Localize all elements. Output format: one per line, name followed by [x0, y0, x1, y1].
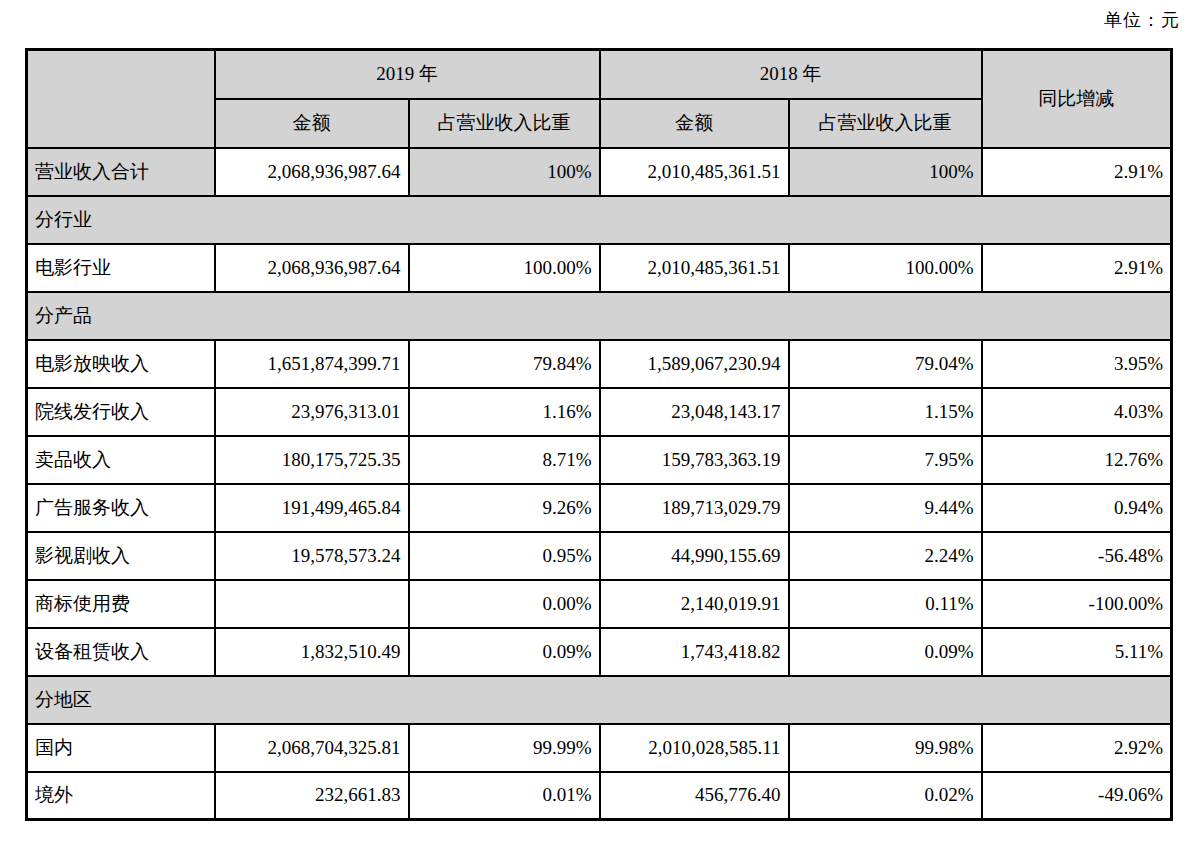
- ratio-2018-cell: 100.00%: [789, 244, 982, 292]
- amount-2019-cell: 2,068,704,325.81: [215, 724, 409, 772]
- amount-2019-cell: 2,068,936,987.64: [215, 148, 409, 196]
- ratio-2018-cell: 99.98%: [789, 724, 982, 772]
- section-row: 分地区: [27, 676, 1172, 724]
- amount-2018-cell: 2,140,019.91: [600, 580, 789, 628]
- ratio-2019-cell: 0.09%: [409, 628, 600, 676]
- yoy-cell: 12.76%: [982, 436, 1172, 484]
- ratio-2019-cell: 0.01%: [409, 772, 600, 820]
- table-row: 商标使用费 0.00%2,140,019.910.11%-100.00%: [27, 580, 1172, 628]
- row-label-cell: 设备租赁收入: [27, 628, 215, 676]
- ratio-2018-cell: 7.95%: [789, 436, 982, 484]
- table-row: 国内2,068,704,325.8199.99%2,010,028,585.11…: [27, 724, 1172, 772]
- table-row: 院线发行收入23,976,313.011.16%23,048,143.171.1…: [27, 388, 1172, 436]
- table-row: 设备租赁收入1,832,510.490.09%1,743,418.820.09%…: [27, 628, 1172, 676]
- amount-2019-cell: 19,578,573.24: [215, 532, 409, 580]
- ratio-2018-cell: 0.02%: [789, 772, 982, 820]
- col-header-amount-2018: 金额: [600, 99, 789, 148]
- ratio-2018-cell: 9.44%: [789, 484, 982, 532]
- unit-label: 单位：元: [1104, 8, 1180, 32]
- row-label-cell: 院线发行收入: [27, 388, 215, 436]
- row-label-cell: 营业收入合计: [27, 148, 215, 196]
- ratio-2019-cell: 100.00%: [409, 244, 600, 292]
- yoy-cell: -56.48%: [982, 532, 1172, 580]
- section-row-label: 分产品: [27, 292, 1172, 340]
- table-row: 营业收入合计2,068,936,987.64100%2,010,485,361.…: [27, 148, 1172, 196]
- amount-2018-cell: 2,010,028,585.11: [600, 724, 789, 772]
- col-header-ratio-2019: 占营业收入比重: [409, 99, 600, 148]
- row-label-cell: 电影行业: [27, 244, 215, 292]
- yoy-cell: 2.92%: [982, 724, 1172, 772]
- ratio-2018-cell: 100%: [789, 148, 982, 196]
- col-header-ratio-2018: 占营业收入比重: [789, 99, 982, 148]
- yoy-cell: 4.03%: [982, 388, 1172, 436]
- table-row: 电影行业2,068,936,987.64100.00%2,010,485,361…: [27, 244, 1172, 292]
- ratio-2019-cell: 1.16%: [409, 388, 600, 436]
- amount-2019-cell: 191,499,465.84: [215, 484, 409, 532]
- col-header-amount-2019: 金额: [215, 99, 409, 148]
- row-label-cell: 电影放映收入: [27, 340, 215, 388]
- amount-2018-cell: 159,783,363.19: [600, 436, 789, 484]
- amount-2018-cell: 1,743,418.82: [600, 628, 789, 676]
- amount-2018-cell: 189,713,029.79: [600, 484, 789, 532]
- amount-2019-cell: 180,175,725.35: [215, 436, 409, 484]
- ratio-2018-cell: 1.15%: [789, 388, 982, 436]
- yoy-cell: 2.91%: [982, 244, 1172, 292]
- table-row: 境外232,661.830.01%456,776.400.02%-49.06%: [27, 772, 1172, 820]
- amount-2019-cell: 1,651,874,399.71: [215, 340, 409, 388]
- table-row: 电影放映收入1,651,874,399.7179.84%1,589,067,23…: [27, 340, 1172, 388]
- col-header-2019: 2019 年: [215, 50, 600, 99]
- section-row-label: 分地区: [27, 676, 1172, 724]
- col-header-yoy: 同比增减: [982, 50, 1172, 148]
- section-row: 分产品: [27, 292, 1172, 340]
- yoy-cell: 0.94%: [982, 484, 1172, 532]
- table-row: 卖品收入180,175,725.358.71%159,783,363.197.9…: [27, 436, 1172, 484]
- table-row: 影视剧收入19,578,573.240.95%44,990,155.692.24…: [27, 532, 1172, 580]
- ratio-2019-cell: 100%: [409, 148, 600, 196]
- yoy-cell: 5.11%: [982, 628, 1172, 676]
- amount-2018-cell: 456,776.40: [600, 772, 789, 820]
- ratio-2019-cell: 99.99%: [409, 724, 600, 772]
- col-header-2018: 2018 年: [600, 50, 982, 99]
- ratio-2018-cell: 2.24%: [789, 532, 982, 580]
- table-row: 广告服务收入191,499,465.849.26%189,713,029.799…: [27, 484, 1172, 532]
- yoy-cell: -100.00%: [982, 580, 1172, 628]
- ratio-2018-cell: 79.04%: [789, 340, 982, 388]
- table-body: 营业收入合计2,068,936,987.64100%2,010,485,361.…: [27, 148, 1172, 820]
- ratio-2019-cell: 0.95%: [409, 532, 600, 580]
- ratio-2019-cell: 8.71%: [409, 436, 600, 484]
- ratio-2018-cell: 0.11%: [789, 580, 982, 628]
- row-label-cell: 广告服务收入: [27, 484, 215, 532]
- ratio-2018-cell: 0.09%: [789, 628, 982, 676]
- section-row-label: 分行业: [27, 196, 1172, 244]
- amount-2019-cell: 2,068,936,987.64: [215, 244, 409, 292]
- yoy-cell: 2.91%: [982, 148, 1172, 196]
- amount-2018-cell: 2,010,485,361.51: [600, 148, 789, 196]
- yoy-cell: -49.06%: [982, 772, 1172, 820]
- row-label-cell: 境外: [27, 772, 215, 820]
- ratio-2019-cell: 79.84%: [409, 340, 600, 388]
- revenue-breakdown-table: 2019 年 2018 年 同比增减 金额 占营业收入比重 金额 占营业收入比重…: [25, 48, 1173, 821]
- ratio-2019-cell: 0.00%: [409, 580, 600, 628]
- row-label-cell: 影视剧收入: [27, 532, 215, 580]
- amount-2019-cell: 23,976,313.01: [215, 388, 409, 436]
- table-header: 2019 年 2018 年 同比增减 金额 占营业收入比重 金额 占营业收入比重: [27, 50, 1172, 148]
- blank-corner-cell: [27, 50, 215, 148]
- section-row: 分行业: [27, 196, 1172, 244]
- row-label-cell: 商标使用费: [27, 580, 215, 628]
- amount-2019-cell: 1,832,510.49: [215, 628, 409, 676]
- ratio-2019-cell: 9.26%: [409, 484, 600, 532]
- amount-2018-cell: 23,048,143.17: [600, 388, 789, 436]
- amount-2019-cell: 232,661.83: [215, 772, 409, 820]
- yoy-cell: 3.95%: [982, 340, 1172, 388]
- amount-2018-cell: 44,990,155.69: [600, 532, 789, 580]
- amount-2018-cell: 2,010,485,361.51: [600, 244, 789, 292]
- amount-2018-cell: 1,589,067,230.94: [600, 340, 789, 388]
- row-label-cell: 卖品收入: [27, 436, 215, 484]
- amount-2019-cell: [215, 580, 409, 628]
- row-label-cell: 国内: [27, 724, 215, 772]
